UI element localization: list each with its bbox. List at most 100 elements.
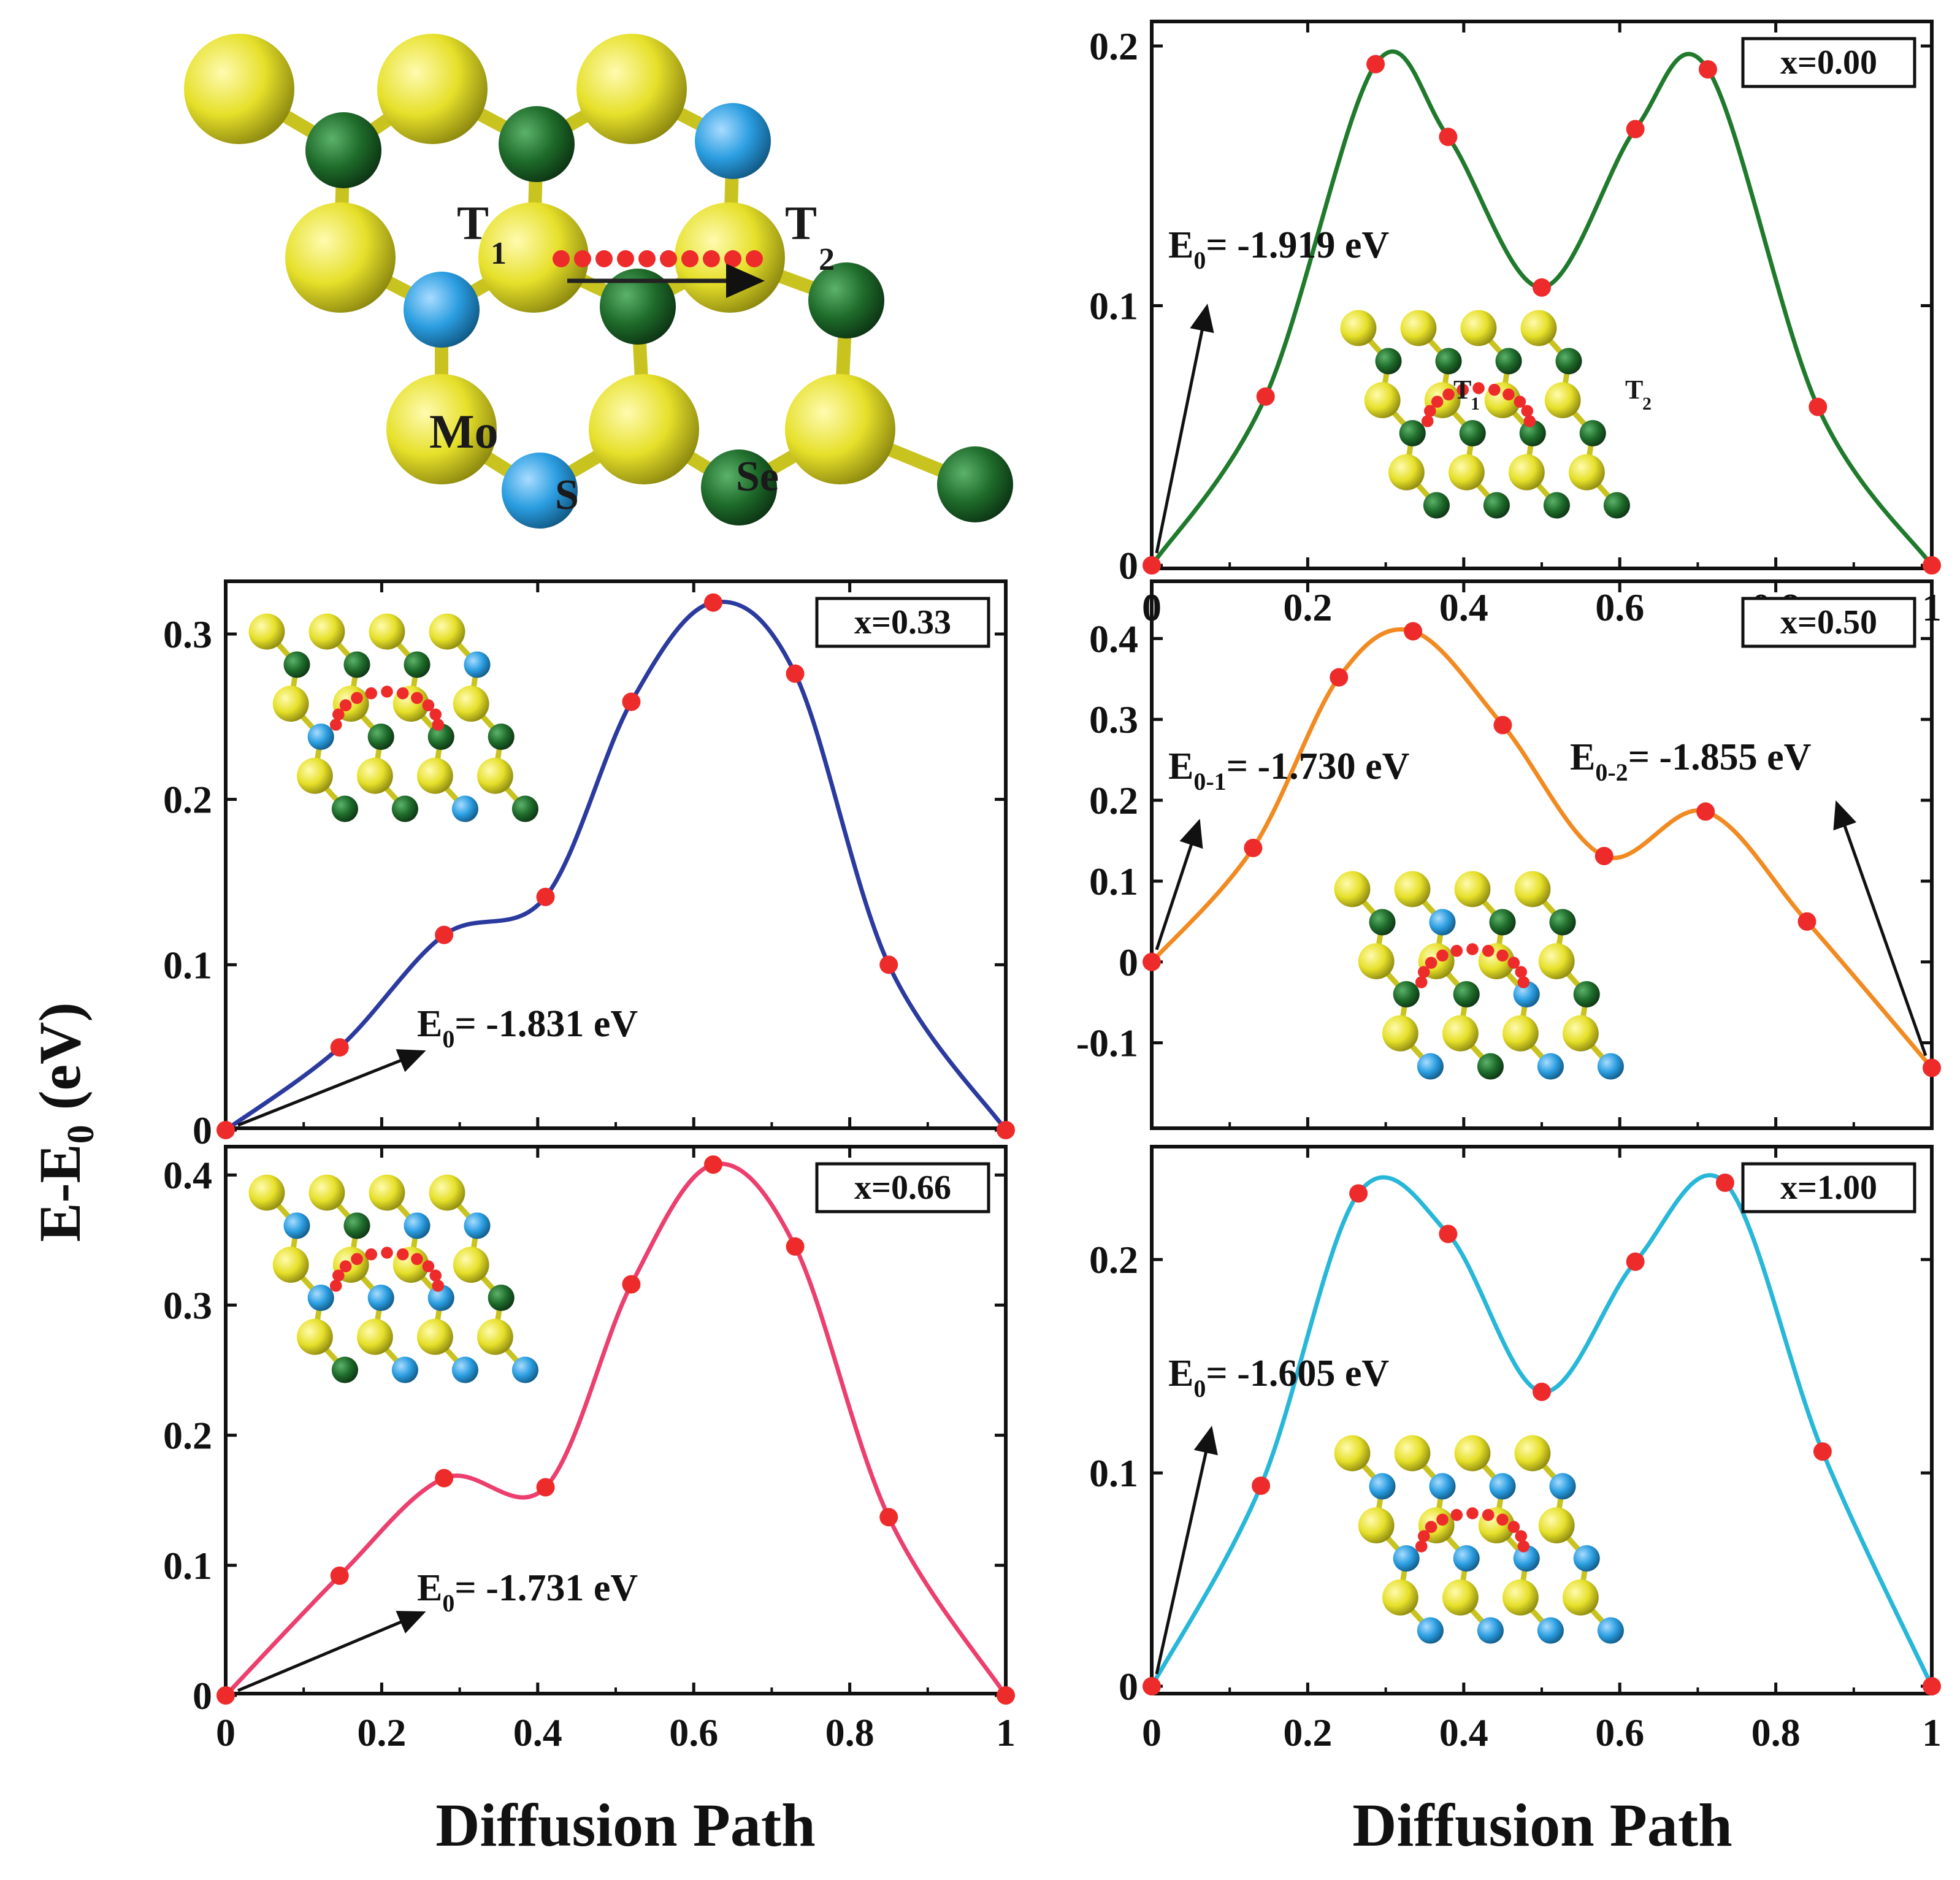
y-tick-label: 0 <box>193 1674 212 1718</box>
path-dot <box>1442 388 1455 401</box>
se-atom <box>1417 1617 1444 1644</box>
inset-path <box>329 686 445 731</box>
data-point <box>1330 668 1349 687</box>
y-tick-label: 0.1 <box>163 943 212 987</box>
path-dot <box>1450 944 1463 957</box>
mo-atom <box>478 202 589 313</box>
mo-atom <box>1388 454 1425 491</box>
inset-lattice <box>1334 871 1624 1080</box>
annotation-arrow <box>237 1611 426 1692</box>
x-tick-label: 0.2 <box>1283 586 1332 629</box>
mo-atom <box>1454 871 1491 908</box>
mo-atom <box>1544 382 1581 418</box>
data-point <box>879 1508 898 1527</box>
s-atom <box>427 723 454 751</box>
t2-subscript: 2 <box>819 242 835 277</box>
energy-annotation: E0-1= -1.730 eV <box>1168 746 1410 795</box>
mo-atom <box>1460 310 1497 346</box>
annotation-sub: 0 <box>1193 246 1206 274</box>
y-axis-title: E-E0 (eV) <box>27 1003 102 1242</box>
annotation-value: = -1.605 eV <box>1206 1353 1389 1394</box>
path-dot <box>332 1269 345 1282</box>
y-tick-label: 0.2 <box>1089 1238 1138 1282</box>
series-line <box>224 1161 1008 1697</box>
path-dot <box>422 699 435 712</box>
y-tick-label: 0.4 <box>1089 617 1138 660</box>
annotation-value: = -1.919 eV <box>1206 224 1389 266</box>
data-point <box>1493 716 1512 735</box>
path-dot <box>1517 1540 1530 1553</box>
data-point <box>1143 1677 1161 1695</box>
s-atom <box>1423 492 1450 519</box>
data-point <box>1923 1058 1941 1077</box>
path-dot <box>396 687 409 700</box>
mo-atom <box>785 374 895 484</box>
y-tick-label: 0.1 <box>1089 1451 1138 1495</box>
path-dot <box>1450 1508 1463 1521</box>
se-atom <box>464 1212 491 1239</box>
se-atom <box>307 1284 334 1312</box>
legend-label: x=0.66 <box>854 1169 951 1207</box>
mo-atom <box>1364 382 1401 418</box>
path-dot <box>432 1280 445 1292</box>
mo-atom <box>477 757 513 794</box>
x-tick-label: 0.4 <box>513 1711 562 1754</box>
y-axis-title-unit: (eV) <box>27 1003 93 1125</box>
path-dot <box>1466 943 1479 955</box>
path-dot <box>1482 944 1495 957</box>
mo-atom <box>1563 1579 1599 1616</box>
legend-label: x=1.00 <box>1780 1169 1877 1207</box>
mo-atom <box>272 686 309 722</box>
annotation-sub: 0 <box>1193 1375 1206 1402</box>
annotation-sub: 0 <box>442 1025 454 1053</box>
mo-atom <box>285 202 396 313</box>
se-label: Se <box>736 453 779 500</box>
se-atom <box>1513 980 1540 1008</box>
path-dot <box>1507 957 1520 969</box>
s-atom <box>331 795 358 822</box>
y-tick-label: 0 <box>193 1109 212 1152</box>
path-dot <box>660 250 677 267</box>
y-axis-title-main: E-E <box>27 1144 93 1242</box>
path-dot <box>1457 383 1469 396</box>
mo-atom <box>453 686 489 722</box>
mo-atom <box>1340 310 1377 346</box>
x-tick-label: 0.4 <box>1439 586 1488 629</box>
energy-annotation: E0= -1.731 eV <box>417 1567 638 1617</box>
y-tick-label: 0.3 <box>1089 698 1138 741</box>
data-point <box>1366 55 1385 74</box>
data-point <box>536 887 555 906</box>
se-atom <box>1393 1545 1420 1572</box>
mo-atom <box>1358 943 1395 979</box>
path-dot <box>1488 383 1501 396</box>
mo-atom <box>1538 1507 1575 1543</box>
path-dot <box>681 250 699 267</box>
legend-label: x=0.00 <box>1780 44 1877 82</box>
mo-atom <box>453 1247 489 1283</box>
inset-t1-label: T <box>1453 375 1471 405</box>
path-dot <box>638 250 656 267</box>
path-dot <box>329 719 342 731</box>
s-atom <box>367 723 394 751</box>
se-atom <box>1429 909 1456 936</box>
s-atom <box>1573 980 1600 1008</box>
y-tick-label: 0.3 <box>163 613 212 656</box>
energy-annotation: E0-2= -1.855 eV <box>1570 736 1812 786</box>
y-tick-label: 0.2 <box>1089 25 1138 68</box>
mo-atom <box>1509 454 1545 491</box>
s-atom <box>1555 348 1582 375</box>
se-atom <box>451 795 478 822</box>
mo-atom <box>429 1174 465 1211</box>
path-dot <box>1417 966 1430 979</box>
path-dot <box>1425 1521 1437 1534</box>
s-atom <box>701 449 777 525</box>
mo-atom <box>248 1174 285 1211</box>
plot-frame <box>1150 579 1934 1130</box>
path-dot <box>724 250 741 267</box>
plot-frame <box>1150 1145 1934 1695</box>
s-atom <box>488 723 515 751</box>
mo-atom <box>589 374 699 484</box>
data-point <box>1809 397 1828 416</box>
